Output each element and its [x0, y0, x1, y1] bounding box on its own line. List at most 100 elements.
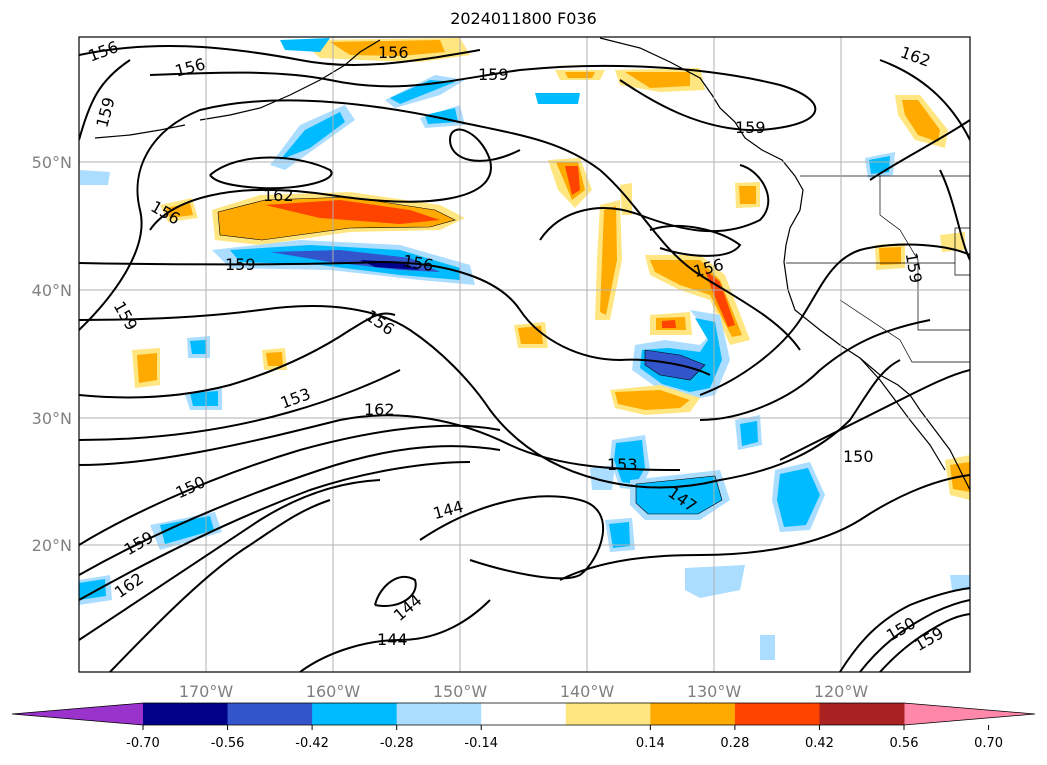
negative-anomaly-area [950, 575, 970, 590]
positive-anomaly-area [330, 40, 445, 56]
lat-label: 20°N [32, 536, 72, 555]
positive-anomaly-area [739, 186, 756, 204]
colorbar-tick-label: 0.56 [890, 736, 919, 751]
contour-line [79, 461, 471, 601]
contour-line [79, 260, 711, 376]
contour-line [374, 575, 417, 607]
contour-label: 159 [478, 65, 509, 84]
contour-line [879, 59, 970, 141]
coastline [94, 124, 186, 139]
positive-anomaly-area [705, 270, 735, 327]
positive-anomaly-area [266, 352, 283, 366]
colorbar-segment [565, 703, 651, 725]
negative-anomaly-area [79, 579, 106, 600]
negative-anomaly-area [777, 468, 820, 527]
contour-label: 159 [735, 118, 766, 137]
colorbar-tick-label: -0.42 [295, 736, 329, 751]
lat-label: 50°N [32, 153, 72, 172]
colorbar-tick-label: 0.28 [720, 736, 749, 751]
contour-line [79, 44, 481, 67]
positive-anomaly-area [650, 260, 742, 337]
lat-label: 40°N [32, 281, 72, 300]
negative-anomaly-area [609, 522, 630, 548]
lon-label: 160°W [306, 682, 361, 701]
lat-label: 30°N [32, 409, 72, 428]
anomaly-outline-layer [217, 196, 723, 515]
negative-anomaly-area [590, 465, 615, 490]
negative-anomaly-area [80, 170, 110, 185]
positive-anomaly-area [265, 200, 440, 224]
contour-line [859, 599, 970, 672]
positive-anomaly-area [565, 166, 580, 195]
contour-line [149, 64, 817, 132]
contour-line [839, 587, 970, 672]
contour-line [109, 499, 331, 672]
contour-line [699, 243, 970, 396]
lon-label: 130°W [687, 682, 742, 701]
contour-line [209, 156, 333, 190]
colorbar-segment [143, 703, 229, 725]
lon-label: 120°W [814, 682, 869, 701]
colorbar-tick-label: -0.14 [464, 736, 498, 751]
colorbar-segment [312, 703, 398, 725]
colorbar-tick-label: -0.56 [211, 736, 245, 751]
negative-anomaly-area [636, 476, 722, 514]
contour-label: 162 [263, 186, 294, 205]
colorbar-segment [650, 703, 736, 725]
colorbar: -0.70 -0.56 -0.42 -0.28 -0.14 0.14 0.28 0.42 0.5… [11, 702, 1036, 751]
anomaly-fill-layer [79, 38, 970, 660]
negative-anomaly-area [760, 635, 775, 660]
positive-anomaly-area [600, 206, 617, 315]
negative-anomaly-area [190, 391, 218, 406]
contour-line [79, 414, 681, 471]
contour-line [149, 128, 521, 231]
contour-line [879, 613, 970, 672]
contour-line [79, 99, 801, 351]
colorbar-extend-low [12, 703, 143, 725]
anomaly-outline [635, 475, 723, 515]
contour-label: 153 [607, 455, 638, 474]
negative-anomaly-area [685, 565, 745, 598]
positive-anomaly-area [662, 320, 676, 328]
positive-anomaly-area [620, 183, 632, 215]
state-border [839, 299, 970, 363]
positive-anomaly-area [518, 326, 543, 344]
negative-anomaly-area [280, 38, 330, 52]
lon-label: 170°W [179, 682, 234, 701]
contour-line [79, 305, 901, 489]
contour-label: 159 [225, 255, 256, 274]
contour-line [649, 224, 742, 257]
contour-label: 150 [843, 447, 874, 466]
negative-anomaly-area [190, 340, 206, 354]
contour-line [559, 474, 970, 581]
lon-label: 150°W [433, 682, 488, 701]
positive-anomaly-area [137, 353, 157, 383]
contour-line [939, 169, 970, 261]
negative-anomaly-area [535, 93, 580, 104]
contour-label: 144 [377, 630, 408, 649]
negative-anomaly-area [614, 440, 645, 484]
colorbar-tick-label: -0.28 [380, 736, 414, 751]
positive-anomaly-area [625, 72, 690, 88]
coastline [199, 39, 381, 121]
contour-line [79, 479, 381, 641]
positive-anomaly-area [902, 100, 940, 142]
contour-line [539, 164, 770, 241]
contour-line [79, 424, 501, 546]
contour-line [779, 369, 970, 461]
longitude-labels: 170°W 160°W 150°W 140°W 130°W 120°W [179, 682, 869, 701]
colorbar-tick-label: 0.70 [974, 736, 1003, 751]
contour-line [79, 312, 396, 399]
contour-label: 162 [364, 400, 395, 419]
contour-line [699, 319, 931, 421]
contour-label: 156 [378, 43, 409, 62]
coastline-layer [94, 37, 970, 491]
coastline [599, 37, 970, 491]
positive-anomaly-area [615, 390, 690, 410]
contour-line [79, 59, 131, 141]
positive-anomaly-area [879, 247, 901, 265]
contour-line [869, 119, 970, 181]
coastline [859, 357, 946, 471]
state-border [954, 227, 970, 276]
